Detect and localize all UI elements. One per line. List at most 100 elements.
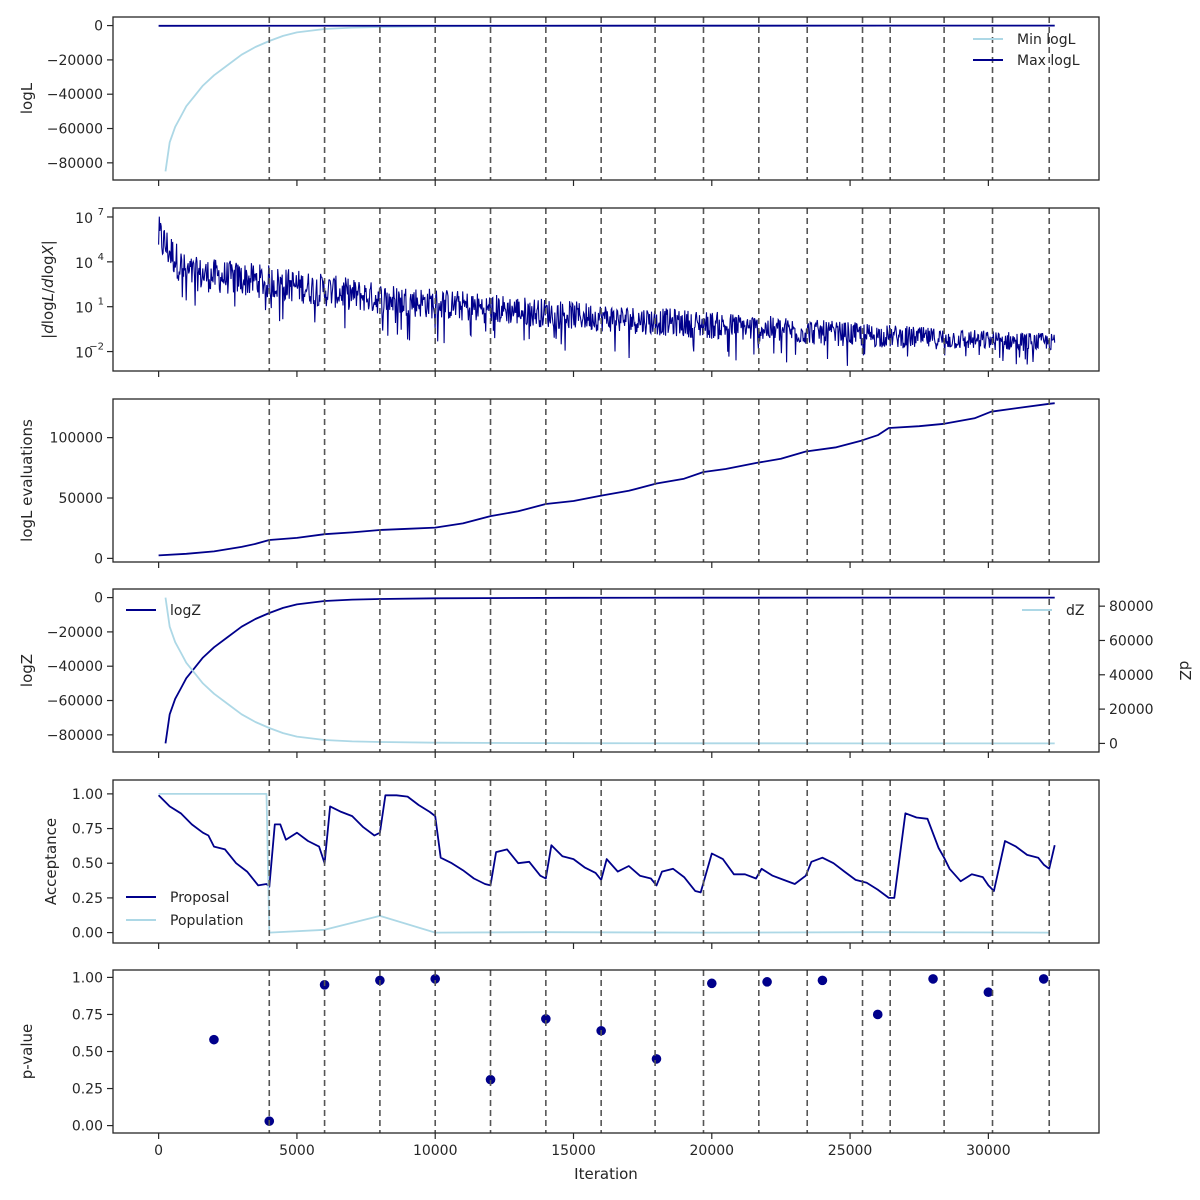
y-tick-label: 1.00: [72, 787, 103, 803]
y-tick-label: 0.75: [72, 1007, 103, 1023]
y-tick-exponent: −2: [89, 342, 104, 353]
data-point: [983, 987, 994, 998]
y-tick-label: −80000: [47, 728, 103, 744]
y-axis-label: logL evaluations: [18, 419, 36, 542]
data-point: [651, 1054, 662, 1064]
y-tick-exponent: 4: [98, 252, 104, 263]
y-tick-label: 1.00: [72, 970, 103, 986]
y-tick-label: 0.00: [72, 1119, 103, 1135]
axes-frame: [112, 779, 1100, 944]
y-axis-label-part: |: [39, 334, 57, 339]
y-axis-label-part: L: [39, 293, 57, 301]
series-proposal: [157, 794, 1056, 899]
y-axis-label-part: X: [39, 245, 57, 257]
x-tick-label: 20000: [690, 1143, 735, 1159]
legend-label: Proposal: [170, 890, 229, 906]
y-tick-label: 0: [94, 551, 103, 567]
series-dz: [164, 597, 1055, 745]
x-tick-label: 5000: [279, 1143, 315, 1159]
series-population: [158, 793, 1050, 934]
y-tick-label: 0.50: [72, 856, 103, 872]
panel-4: 0 −20000 −40000 −60000 −80000 logZ 0 20000 40000…: [18, 588, 1194, 758]
y-tick-label: 0.00: [72, 926, 103, 942]
x-tick-label: 10000: [413, 1143, 458, 1159]
panel-5: 1.00 0.75 0.50 0.25 0.00 Acceptance Proposal Po…: [42, 779, 1100, 949]
y-tick-label: 10: [75, 346, 93, 362]
data-point: [209, 1034, 219, 1045]
y-axis-label-part: d: [39, 278, 57, 288]
y-axis-label-part: log: [39, 256, 57, 279]
axes-frame: [112, 398, 1100, 563]
y-tick-label: 0.75: [72, 822, 103, 838]
y-tick-label: 0.25: [72, 1082, 103, 1098]
legend-label: dZ: [1066, 603, 1084, 619]
y-axis-label-part: |: [39, 240, 57, 245]
data-point: [928, 974, 938, 984]
secondary-y-tick-label: 20000: [1109, 702, 1154, 718]
y-axis-label-part: log: [39, 301, 57, 324]
y-tick-label: 10: [75, 211, 93, 227]
plot-area: [158, 216, 1056, 366]
data-point: [430, 974, 441, 984]
y-tick-label: −20000: [47, 625, 103, 641]
y-tick-label: 0.50: [72, 1045, 103, 1061]
y-tick-label: 100000: [50, 431, 103, 447]
secondary-y-axis-label: dZ: [1176, 661, 1194, 681]
secondary-y-tick-label: 0: [1109, 736, 1118, 752]
y-tick-label: −40000: [47, 87, 103, 103]
y-tick-label: 0.25: [72, 891, 103, 907]
y-tick-label: −20000: [47, 53, 103, 69]
plot-area: [157, 793, 1056, 934]
y-tick-label: −60000: [47, 694, 103, 710]
x-tick-label: 25000: [828, 1143, 873, 1159]
y-tick-label: 0: [94, 591, 103, 607]
axes-frame: [112, 207, 1100, 372]
legend-label: Max logL: [1017, 53, 1080, 69]
y-tick-label: −60000: [47, 122, 103, 138]
secondary-y-tick-label: 40000: [1109, 668, 1154, 684]
x-tick-label: 0: [154, 1143, 163, 1159]
y-tick-exponent: 1: [98, 297, 104, 308]
y-tick-label: 10: [75, 256, 93, 272]
x-tick-label: 15000: [551, 1143, 596, 1159]
secondary-y-tick-label: 80000: [1109, 599, 1154, 615]
data-point: [706, 978, 717, 989]
x-axis-label: Iteration: [574, 1165, 638, 1183]
data-point: [817, 975, 828, 986]
plot-area: [158, 402, 1055, 557]
y-axis-label: |dlogL/dlogX|: [39, 240, 57, 339]
legend-label: Population: [170, 913, 244, 929]
y-tick-label: −80000: [47, 156, 103, 172]
plot-area: [209, 974, 1049, 1126]
y-axis-label-part: /: [39, 287, 57, 293]
y-tick-label: 10: [75, 301, 93, 317]
data-point: [1038, 974, 1049, 984]
panel-1: 0 −20000 −40000 −60000 −80000 logL Min logL Max…: [18, 16, 1100, 186]
y-axis-label: p-value: [18, 1024, 36, 1080]
x-tick-label: 30000: [966, 1143, 1011, 1159]
data-point: [762, 977, 772, 987]
y-tick-label: −40000: [47, 659, 103, 675]
y-axis-label: logL: [18, 82, 36, 114]
y-axis-label: Acceptance: [42, 818, 60, 905]
series-1: [158, 402, 1055, 557]
secondary-y-tick-label: 60000: [1109, 633, 1154, 649]
panel-3: 0 50000 100000 logL evaluations: [18, 398, 1100, 568]
data-point: [485, 1074, 496, 1085]
series-1: [158, 216, 1056, 366]
axes-frame: [112, 16, 1100, 181]
panel-2: 10 710 410 110−2|dlogL/dlogX|: [39, 207, 1100, 377]
y-tick-label: 50000: [58, 491, 103, 507]
axes-frame: [112, 588, 1100, 753]
data-point: [541, 1014, 551, 1024]
panel-6: 0 5000 10000 15000 20000 25000 30000 1.00 0.75 0.…: [18, 969, 1100, 1159]
y-axis-label: logZ: [18, 654, 36, 687]
data-point: [872, 1009, 883, 1020]
legend-label: Min logL: [1017, 32, 1076, 48]
y-axis-label-part: d: [39, 324, 57, 334]
legend-label: logZ: [170, 603, 201, 619]
y-tick-exponent: 7: [98, 207, 104, 218]
